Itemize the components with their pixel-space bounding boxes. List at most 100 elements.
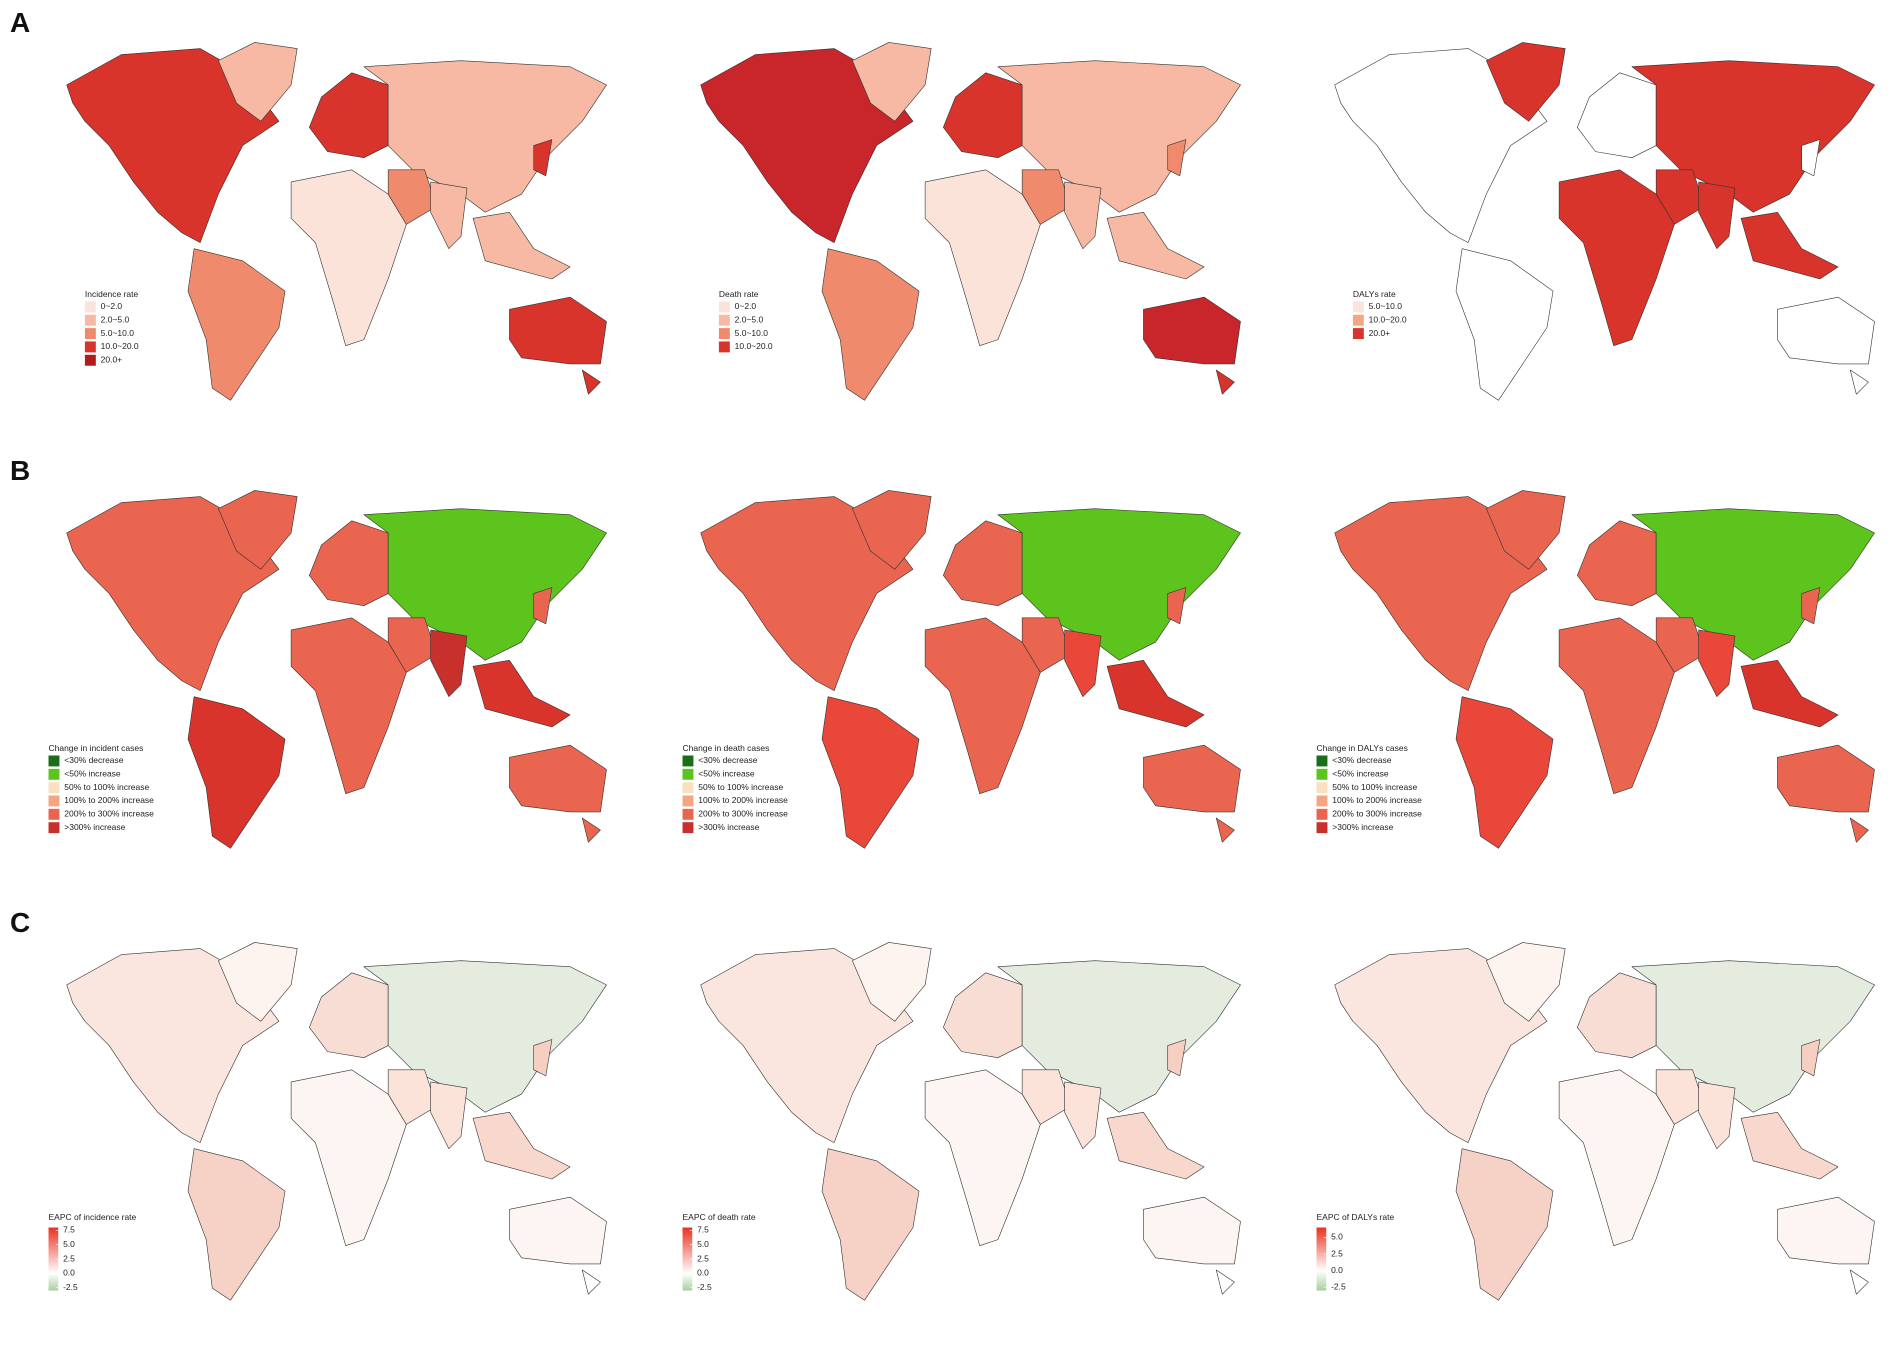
country-region xyxy=(66,48,280,243)
country-region xyxy=(1698,181,1736,249)
country-region xyxy=(924,1069,1041,1247)
country-region xyxy=(66,496,280,691)
panel-letter: A xyxy=(10,7,30,38)
country-region xyxy=(852,42,932,122)
legend-swatch xyxy=(718,314,730,326)
legend-swatch xyxy=(48,755,60,767)
legend-swatch xyxy=(1352,328,1364,340)
country-region xyxy=(1167,1039,1187,1077)
legend-swatch xyxy=(718,328,730,340)
country-region xyxy=(387,617,437,673)
world-map: Incidence rate 0~2.0 2.0~5.0 5.0~10.0 10.0~2… xyxy=(66,42,607,401)
country-region xyxy=(1143,1196,1241,1265)
country-region xyxy=(821,248,920,401)
legend-label: 50% to 100% increase xyxy=(64,782,149,792)
country-region xyxy=(924,169,1041,347)
legend-label: <50% increase xyxy=(698,769,755,779)
legend-swatch xyxy=(48,768,60,780)
legend-label: 0~2.0 xyxy=(101,301,123,311)
country-region xyxy=(1655,1069,1705,1125)
legend-label: 200% to 300% increase xyxy=(1332,809,1422,819)
legend-label: 2.0~5.0 xyxy=(735,314,764,324)
legend-label: 100% to 200% increase xyxy=(1332,795,1422,805)
country-region xyxy=(1655,617,1705,673)
country-region xyxy=(1215,817,1235,843)
country-region xyxy=(1021,169,1071,225)
country-region xyxy=(387,169,437,225)
country-region xyxy=(1455,1148,1554,1301)
legend-label: 20.0+ xyxy=(1369,328,1391,338)
country-region xyxy=(290,169,407,347)
country-region xyxy=(1106,211,1205,280)
country-region xyxy=(187,248,286,401)
country-region xyxy=(1849,369,1869,395)
legend-label: 200% to 300% increase xyxy=(698,809,788,819)
country-region xyxy=(472,659,571,728)
legend-swatch xyxy=(682,822,694,834)
color-bar-label: 5.0 xyxy=(697,1239,709,1249)
world-map: Change in death cases <30% decrease <50% i… xyxy=(682,490,1241,849)
legend-swatch xyxy=(682,782,694,794)
legend: DALYs rate 5.0~10.0 10.0~20.0 20.0+ xyxy=(1352,289,1407,340)
color-bar-label: 5.0 xyxy=(1331,1232,1343,1242)
legend-label: 50% to 100% increase xyxy=(1332,782,1417,792)
legend: Change in DALYs cases <30% decrease <50% i… xyxy=(1316,743,1422,834)
country-region xyxy=(943,72,1023,158)
color-bar-label: 2.5 xyxy=(1331,1248,1343,1258)
legend-label: 50% to 100% increase xyxy=(698,782,783,792)
legend-swatch xyxy=(48,795,60,807)
country-region xyxy=(1334,948,1548,1143)
legend-label: 10.0~20.0 xyxy=(735,341,773,351)
color-bar-label: 2.5 xyxy=(63,1253,75,1263)
color-bar-label: 0.0 xyxy=(1331,1265,1343,1275)
legend-swatch xyxy=(1316,808,1328,820)
country-region xyxy=(700,496,914,691)
legend-label: >300% increase xyxy=(698,822,759,832)
legend-label: 5.0~10.0 xyxy=(101,328,135,338)
country-region xyxy=(533,139,553,177)
color-bar-label: 0.0 xyxy=(697,1268,709,1278)
color-bar-label: -2.5 xyxy=(697,1282,712,1292)
legend-label: <30% decrease xyxy=(698,755,757,765)
country-region xyxy=(533,587,553,625)
country-region xyxy=(387,1069,437,1125)
legend-swatch xyxy=(84,314,96,326)
legend-title: DALYs rate xyxy=(1353,289,1396,299)
legend: Change in incident cases <30% decrease <50… xyxy=(48,743,154,834)
legend-label: 5.0~10.0 xyxy=(735,328,769,338)
legend-swatch xyxy=(1316,755,1328,767)
legend-label: 100% to 200% increase xyxy=(64,795,154,805)
country-region xyxy=(430,1081,468,1149)
country-region xyxy=(1167,587,1187,625)
country-region xyxy=(309,520,389,606)
panel-letter: C xyxy=(10,907,30,938)
country-region xyxy=(1740,211,1839,280)
legend-title: Incidence rate xyxy=(85,289,139,299)
country-region xyxy=(1558,169,1675,347)
legend-title: EAPC of incidence rate xyxy=(49,1212,137,1222)
color-bar-label: 2.5 xyxy=(697,1253,709,1263)
legend: EAPC of incidence rate 7.5 5.0 2.5 0.0 -2.5 xyxy=(48,1212,137,1292)
country-region xyxy=(1486,490,1566,570)
legend-swatch xyxy=(84,341,96,353)
country-region xyxy=(1064,181,1102,249)
legend-label: <30% decrease xyxy=(64,755,123,765)
country-region xyxy=(1334,496,1548,691)
legend-label: 10.0~20.0 xyxy=(101,341,139,351)
legend-label: 20.0+ xyxy=(101,355,123,365)
legend-swatch xyxy=(682,755,694,767)
country-region xyxy=(1698,629,1736,697)
country-region xyxy=(1849,1269,1869,1295)
legend-swatch xyxy=(1352,314,1364,326)
color-bar xyxy=(1316,1227,1327,1291)
country-region xyxy=(852,490,932,570)
country-region xyxy=(1577,72,1657,158)
world-map: EAPC of incidence rate 7.5 5.0 2.5 0.0 -2.5 xyxy=(48,942,607,1301)
country-region xyxy=(1215,1269,1235,1295)
country-region xyxy=(290,1069,407,1247)
legend-swatch xyxy=(1316,822,1328,834)
country-region xyxy=(430,629,468,697)
legend-title: Change in incident cases xyxy=(49,743,144,753)
color-bar-label: -2.5 xyxy=(1331,1282,1346,1292)
color-bar-label: 0.0 xyxy=(63,1268,75,1278)
